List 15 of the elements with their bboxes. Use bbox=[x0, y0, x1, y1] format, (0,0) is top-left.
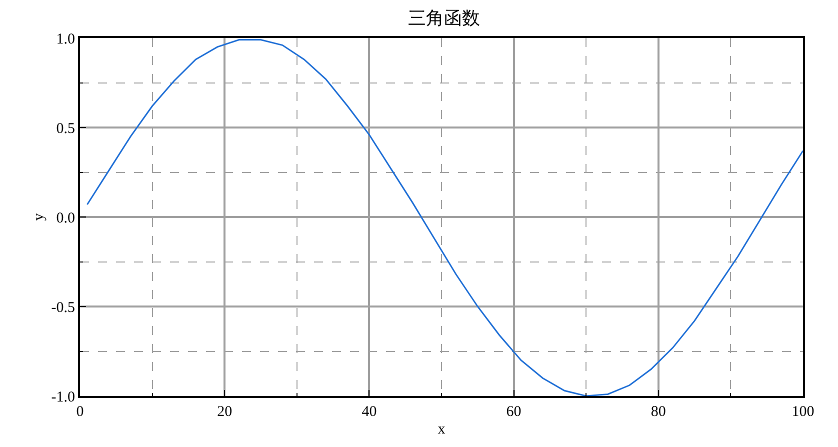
y-axis-title: y bbox=[31, 212, 47, 221]
line-series bbox=[86, 39, 803, 396]
y-tick-label: 0.5 bbox=[56, 120, 75, 137]
x-tick-label: 100 bbox=[792, 404, 814, 420]
x-tick-label: 40 bbox=[362, 404, 377, 420]
chart-title: 三角函数 bbox=[408, 8, 480, 29]
y-tick-label: 0.0 bbox=[56, 210, 75, 226]
x-tick-label: 80 bbox=[650, 404, 666, 420]
y-tick-label: -1.0 bbox=[51, 389, 75, 406]
y-tick-label: -0.5 bbox=[51, 300, 75, 316]
x-tick-label: 20 bbox=[217, 404, 232, 420]
x-axis-title: x bbox=[438, 422, 446, 438]
x-tick-label: 60 bbox=[506, 404, 522, 420]
x-tick-label: 0 bbox=[76, 404, 84, 420]
y-tick-label: 1.0 bbox=[56, 31, 75, 48]
